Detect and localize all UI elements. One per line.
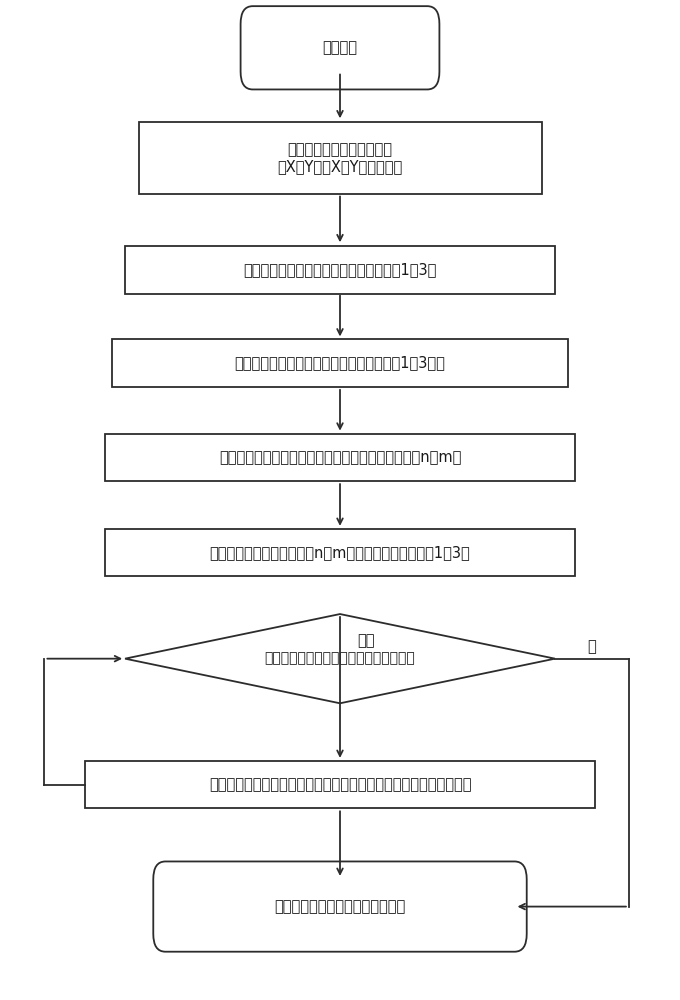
- Text: 上电自检: 上电自检: [322, 40, 358, 55]
- Polygon shape: [125, 614, 555, 703]
- Text: 每个单体都确定自己的坐标
（X，Y），X、Y都是正整数: 每个单体都确定自己的坐标 （X，Y），X、Y都是正整数: [277, 142, 403, 174]
- Bar: [85, 761, 595, 808]
- Bar: [105, 434, 575, 481]
- Text: 条码扫描器将分拣目的地（n，m）传给其连接的单体（1，3）: 条码扫描器将分拣目的地（n，m）传给其连接的单体（1，3）: [209, 545, 471, 560]
- FancyBboxPatch shape: [153, 861, 527, 952]
- Text: 是: 是: [588, 639, 596, 654]
- Text: 不是: 不是: [357, 633, 374, 648]
- Text: 用条码扫描器扫描包裹上的条码，确定分拣目的地（n，m）: 用条码扫描器扫描包裹上的条码，确定分拣目的地（n，m）: [219, 450, 461, 465]
- Bar: [105, 529, 575, 576]
- Bar: [139, 122, 541, 194]
- Text: 单体将包裹传递到下一个单体，并将分拣目的地传给接受包裹的单体: 单体将包裹传递到下一个单体，并将分拣目的地传给接受包裹的单体: [209, 777, 471, 792]
- Bar: [112, 339, 568, 387]
- Bar: [125, 246, 555, 294]
- Text: 将待分拣包裹放到条码扫描器连接的单体（1，3）上: 将待分拣包裹放到条码扫描器连接的单体（1，3）上: [235, 356, 445, 371]
- Text: 单体判定其上面的包裹目的地是否是自己: 单体判定其上面的包裹目的地是否是自己: [265, 652, 415, 666]
- Text: 单体停止传递包裹，等待取走包裹: 单体停止传递包裹，等待取走包裹: [274, 899, 406, 914]
- Text: 将条码扫描器接到最外边的单体，比如（1，3）: 将条码扫描器接到最外边的单体，比如（1，3）: [243, 262, 437, 277]
- FancyBboxPatch shape: [241, 6, 439, 89]
